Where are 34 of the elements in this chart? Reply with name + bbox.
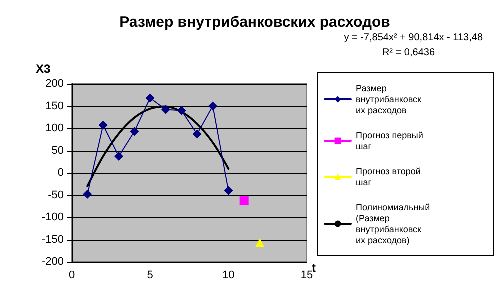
y-tick-label: -100 <box>42 212 64 224</box>
y-axis-title: X3 <box>36 62 52 76</box>
x-tick-label: 0 <box>68 270 76 282</box>
y-tick-label: 200 <box>46 78 64 90</box>
point <box>146 94 155 103</box>
point <box>192 130 202 139</box>
x-axis-title: t <box>312 261 316 275</box>
chart-title: Размер внутрибанковских расходов <box>120 14 390 31</box>
point <box>114 152 124 162</box>
x-tick-label: 10 <box>222 270 235 282</box>
x-tick-label: 5 <box>147 270 154 282</box>
point <box>162 105 170 114</box>
legend-label: Размер внутрибанковских расходов <box>356 84 422 116</box>
legend-label: Прогноз первый шаг <box>356 130 426 152</box>
x-tick-label: 15 <box>300 270 314 282</box>
y-tick-label: 50 <box>52 144 64 157</box>
y-tick-label: -150 <box>42 234 64 246</box>
point <box>177 106 186 116</box>
y-tick-label: 100 <box>46 122 64 134</box>
y-tick-label: -50 <box>48 189 64 202</box>
y-tick-label: 0 <box>58 167 64 179</box>
y-tick-label: 150 <box>46 100 64 112</box>
point <box>224 186 234 196</box>
text: R² = 0,6436 <box>382 48 436 58</box>
point <box>208 102 218 111</box>
point <box>98 120 108 130</box>
legend-label: Полиномиальный (Размер внутрибанковских расходов) <box>356 202 433 246</box>
point <box>130 127 140 136</box>
point <box>256 238 264 248</box>
y-tick-label: -200 <box>42 256 64 268</box>
text: y = -7,854x² + 90,814x - 113,48 <box>344 32 484 44</box>
point <box>83 190 92 199</box>
point <box>240 196 249 206</box>
legend-label: Прогноз второй шаг <box>356 166 424 188</box>
